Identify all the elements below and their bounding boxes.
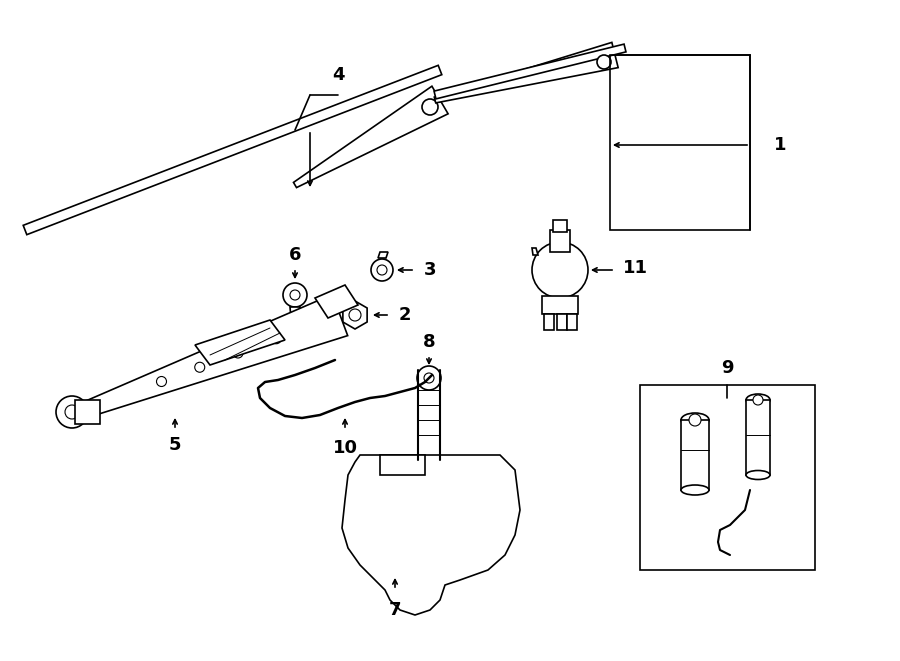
Polygon shape bbox=[343, 301, 367, 329]
Polygon shape bbox=[293, 86, 448, 188]
Circle shape bbox=[290, 290, 300, 300]
Circle shape bbox=[283, 283, 307, 307]
Ellipse shape bbox=[681, 485, 709, 495]
Ellipse shape bbox=[681, 413, 709, 427]
Circle shape bbox=[689, 414, 701, 426]
Polygon shape bbox=[195, 320, 285, 365]
Text: 1: 1 bbox=[774, 136, 787, 154]
Polygon shape bbox=[435, 42, 618, 103]
Circle shape bbox=[194, 362, 205, 372]
Circle shape bbox=[65, 405, 79, 419]
Bar bbox=[610, 55, 750, 230]
Polygon shape bbox=[532, 248, 538, 255]
Bar bbox=[553, 220, 567, 232]
Circle shape bbox=[532, 242, 588, 298]
Circle shape bbox=[424, 373, 434, 383]
Circle shape bbox=[597, 55, 611, 69]
Text: 8: 8 bbox=[423, 333, 436, 351]
Polygon shape bbox=[290, 307, 300, 330]
Text: 3: 3 bbox=[424, 261, 436, 279]
Polygon shape bbox=[567, 314, 577, 330]
Text: 9: 9 bbox=[721, 359, 734, 377]
Polygon shape bbox=[681, 420, 709, 490]
Ellipse shape bbox=[746, 394, 770, 406]
Circle shape bbox=[56, 396, 88, 428]
Circle shape bbox=[377, 265, 387, 275]
Bar bbox=[550, 230, 570, 252]
Polygon shape bbox=[315, 285, 358, 318]
Text: 6: 6 bbox=[289, 246, 302, 264]
Polygon shape bbox=[292, 330, 298, 340]
Text: 4: 4 bbox=[332, 66, 344, 84]
Text: 10: 10 bbox=[332, 439, 357, 457]
Circle shape bbox=[233, 348, 243, 358]
Text: 5: 5 bbox=[169, 436, 181, 454]
Circle shape bbox=[417, 366, 441, 390]
Polygon shape bbox=[557, 314, 567, 330]
Polygon shape bbox=[746, 400, 770, 475]
Text: 11: 11 bbox=[623, 259, 647, 277]
Polygon shape bbox=[378, 252, 388, 258]
Circle shape bbox=[753, 395, 763, 405]
Text: 7: 7 bbox=[389, 601, 401, 619]
Polygon shape bbox=[434, 44, 626, 99]
Polygon shape bbox=[23, 65, 442, 235]
Circle shape bbox=[271, 334, 281, 344]
Polygon shape bbox=[380, 455, 425, 475]
Bar bbox=[640, 385, 815, 570]
Circle shape bbox=[157, 377, 166, 387]
Circle shape bbox=[422, 99, 438, 115]
Bar bbox=[542, 296, 578, 314]
Polygon shape bbox=[342, 455, 520, 615]
Ellipse shape bbox=[746, 471, 770, 479]
Bar bbox=[75, 400, 100, 424]
Circle shape bbox=[349, 309, 361, 321]
Text: 2: 2 bbox=[399, 306, 411, 324]
Polygon shape bbox=[544, 314, 554, 330]
Polygon shape bbox=[82, 294, 347, 418]
Circle shape bbox=[371, 259, 393, 281]
